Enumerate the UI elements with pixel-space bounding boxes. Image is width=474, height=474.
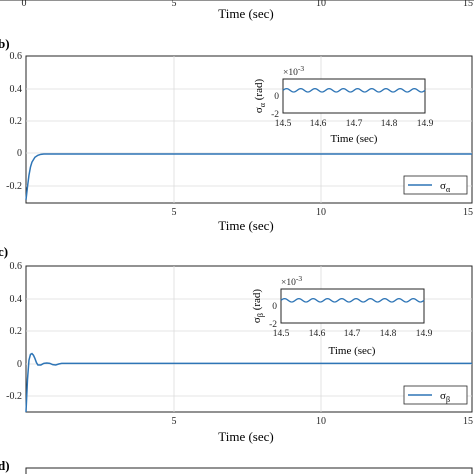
b-inset-xtick-14.9: 14.9 <box>417 119 434 129</box>
c-inset-ytick-0: 0 <box>272 302 277 312</box>
b-ytick-0.4: 0.4 <box>10 84 23 95</box>
c-inset-exponent: ×10-3 <box>281 274 302 288</box>
c-inset-series-line <box>280 297 425 303</box>
b-xtick-15: 15 <box>463 207 473 218</box>
b-inset-xtick-14.8: 14.8 <box>381 119 398 129</box>
c-legend-label: σβ <box>440 390 450 404</box>
b-ytick-0.6: 0.6 <box>10 51 23 62</box>
panel-c-label: c) <box>0 244 8 259</box>
c-ytick-0.2: 0.2 <box>10 326 23 337</box>
b-inset: ×10-3 0 -2 14.5 14.6 14.7 14.8 14.9 Time… <box>253 64 434 145</box>
c-xtick-5: 5 <box>172 416 177 427</box>
b-xtick-5: 5 <box>172 207 177 218</box>
b-inset-axes <box>282 78 426 114</box>
b-inset-xtick-14.7: 14.7 <box>346 119 363 129</box>
b-ytick-0.2: 0.2 <box>10 116 23 127</box>
c-series-line <box>25 352 472 413</box>
b-inset-exponent: ×10-3 <box>283 64 304 78</box>
c-ytick-0: 0 <box>17 359 22 370</box>
b-inset-ylabel: σα (rad) <box>253 79 267 114</box>
c-ytick-0.6: 0.6 <box>10 261 23 272</box>
c-inset-ytick--2: -2 <box>269 320 277 330</box>
b-series-line <box>25 153 472 200</box>
top-partial-panel: 0 5 10 15 Time (sec) <box>0 0 474 21</box>
c-inset-xtick-14.8: 14.8 <box>380 329 397 339</box>
b-inset-ytick--2: -2 <box>271 110 279 120</box>
panel-b-label: b) <box>0 36 10 51</box>
top-xtick-0: 0 <box>22 0 27 9</box>
top-xlabel: Time (sec) <box>218 6 274 21</box>
top-xtick-3: 15 <box>463 0 473 9</box>
b-ytick--0.2: -0.2 <box>6 181 22 192</box>
panel-d-axes <box>25 467 473 474</box>
b-inset-xlabel: Time (sec) <box>331 133 378 145</box>
b-legend: σα <box>403 175 468 195</box>
panel-b: b) 0.6 0.4 0.2 0 -0.2 5 10 15 Time (sec)… <box>0 36 473 233</box>
b-xlabel: Time (sec) <box>218 218 274 233</box>
c-legend: σβ <box>403 385 468 405</box>
top-xtick-1: 5 <box>172 0 177 9</box>
b-inset-xtick-14.5: 14.5 <box>275 119 292 129</box>
c-ytick--0.2: -0.2 <box>6 391 22 402</box>
c-legend-box <box>403 385 468 405</box>
c-xtick-15: 15 <box>463 416 473 427</box>
b-inset-xtick-14.6: 14.6 <box>310 119 327 129</box>
c-inset-ylabel: σβ (rad) <box>251 289 265 323</box>
b-ytick-0: 0 <box>17 148 22 159</box>
panel-d-label: d) <box>0 458 10 473</box>
c-inset-xtick-14.6: 14.6 <box>309 329 326 339</box>
top-xtick-2: 10 <box>316 0 326 9</box>
c-inset-xlabel: Time (sec) <box>329 345 376 357</box>
c-xlabel: Time (sec) <box>218 429 274 444</box>
panel-c: c) 0.6 0.4 0.2 0 -0.2 5 10 15 Time (sec)… <box>0 244 473 444</box>
c-xtick-10: 10 <box>316 416 326 427</box>
c-inset: ×10-3 0 -2 14.5 14.6 14.7 14.8 14.9 Time… <box>251 274 433 357</box>
b-inset-series-line <box>282 87 426 93</box>
bottom-partial-panel: d) <box>0 458 473 474</box>
c-inset-xtick-14.7: 14.7 <box>344 329 361 339</box>
c-inset-xtick-14.5: 14.5 <box>273 329 290 339</box>
b-legend-label: σα <box>440 180 451 194</box>
b-legend-box <box>403 175 468 195</box>
b-inset-ytick-0: 0 <box>274 92 279 102</box>
c-ytick-0.4: 0.4 <box>10 294 23 305</box>
b-xtick-10: 10 <box>316 207 326 218</box>
c-inset-axes <box>280 288 425 324</box>
c-inset-xtick-14.9: 14.9 <box>416 329 433 339</box>
